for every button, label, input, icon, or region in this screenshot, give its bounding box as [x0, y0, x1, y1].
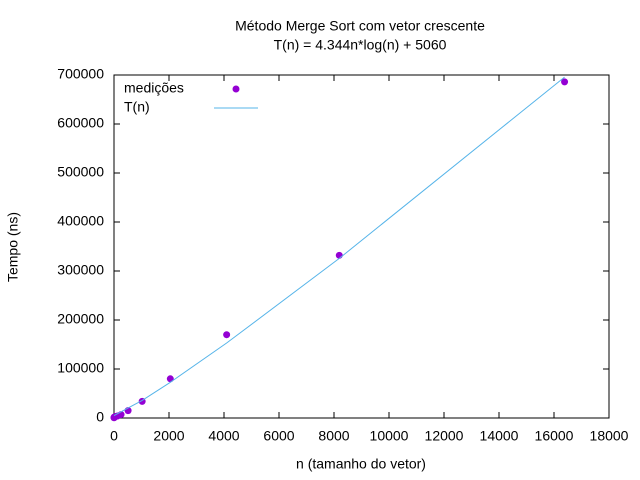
chart-subtitle: T(n) = 4.344n*log(n) + 5060 [274, 37, 447, 53]
legend-label: medições [124, 80, 184, 96]
x-tick-label: 16000 [535, 428, 574, 444]
x-tick-label: 18000 [590, 428, 629, 444]
data-point [561, 78, 569, 86]
y-tick-label: 500000 [57, 164, 104, 180]
x-tick-label: 14000 [480, 428, 519, 444]
fit-line [113, 76, 565, 416]
legend-label: T(n) [124, 99, 150, 115]
x-tick-label: 8000 [318, 428, 349, 444]
x-tick-label: 4000 [208, 428, 239, 444]
chart-title: Método Merge Sort com vetor crescente [235, 18, 485, 34]
y-tick-label: 0 [96, 409, 104, 425]
data-point [166, 375, 174, 383]
plot-border [113, 74, 610, 419]
x-tick-label: 6000 [263, 428, 294, 444]
y-tick-label: 600000 [57, 115, 104, 131]
y-tick-label: 300000 [57, 262, 104, 278]
x-tick-label: 12000 [425, 428, 464, 444]
x-axis-label: n (tamanho do vetor) [296, 456, 426, 472]
data-point [223, 331, 231, 339]
y-tick-label: 100000 [57, 360, 104, 376]
legend-marker [232, 85, 240, 93]
x-tick-label: 0 [110, 428, 118, 444]
x-tick-label: 2000 [153, 428, 184, 444]
x-tick-label: 10000 [370, 428, 409, 444]
y-axis-label: Tempo (ns) [5, 212, 21, 282]
y-tick-label: 400000 [57, 213, 104, 229]
y-tick-label: 700000 [57, 66, 104, 82]
y-tick-label: 200000 [57, 311, 104, 327]
